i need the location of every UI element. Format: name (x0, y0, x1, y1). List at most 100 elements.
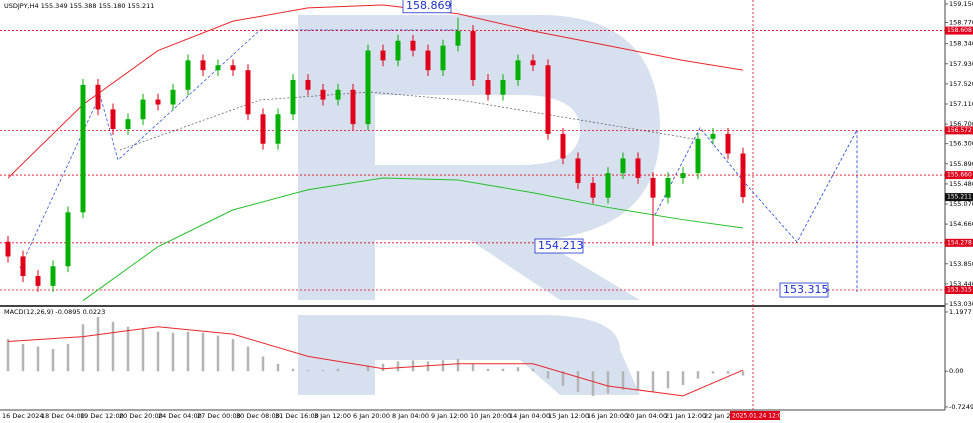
y-tick-label: 154.660 (949, 220, 973, 228)
x-tick-label: 31 Dec 16:00 (275, 412, 319, 420)
annotation-box (402, 0, 452, 14)
x-tick-label: 20 Dec 20:00 (119, 412, 163, 420)
y-tick-label: 159.150 (949, 0, 973, 8)
y-tick-label: 157.110 (949, 100, 973, 108)
x-tick-label: 18 Dec 04:00 (41, 412, 85, 420)
candle-body (440, 45, 446, 71)
candle-body (20, 256, 26, 277)
forecast-line (654, 127, 858, 292)
y-tick-label: 156.300 (949, 140, 973, 148)
x-tick-label: 19 Dec 12:00 (80, 412, 124, 420)
annotation-box (534, 238, 584, 254)
x-tick-label: 15 Jan 12:00 (548, 412, 589, 420)
candle-body (110, 109, 116, 129)
candle-body (365, 50, 371, 125)
candle-body (425, 50, 431, 71)
y-tick-label: 153.850 (949, 260, 973, 268)
price-level-label: 156.572 (947, 127, 972, 134)
price-level-label: 158.608 (947, 27, 972, 34)
candle-body (170, 89, 176, 105)
moving-average (7, 4, 744, 179)
macd-label: MACD(12,26,9) -0.0895 0.0223 (4, 308, 105, 316)
annotation-label: 158.869 (406, 0, 452, 12)
price-level-box (945, 286, 973, 295)
macd-tick-label: 0.00 (949, 367, 963, 375)
candle-body (680, 173, 686, 179)
candle-body (395, 40, 401, 61)
candle-body (200, 60, 206, 71)
current-price-label: 155.211 (947, 194, 972, 201)
chart-header: USDJPY,H4 155.349 155.388 155.180 155.21… (4, 2, 154, 10)
candle-body (65, 212, 71, 267)
candle-body (470, 30, 476, 80)
candle-body (140, 99, 146, 120)
y-tick-label: 156.700 (949, 120, 973, 128)
candle-body (230, 65, 236, 71)
current-price-box (945, 193, 973, 202)
candle-body (80, 84, 86, 213)
y-tick-label: 153.440 (949, 280, 973, 288)
candle-body (50, 266, 56, 286)
y-tick-label: 155.480 (949, 180, 973, 188)
price-level-box (945, 238, 973, 247)
candle-body (710, 133, 716, 139)
price-level-box (945, 126, 973, 135)
candle-body (695, 138, 701, 174)
cursor-time-label: 2025.01.24 12:00 (732, 413, 786, 420)
macd-tick-label: -0.7249 (949, 403, 973, 411)
candle-body (590, 182, 596, 198)
x-tick-label: 20 Jan 04:00 (626, 412, 667, 420)
candle-body (155, 99, 161, 105)
candle-body (560, 133, 566, 159)
y-tick-label: 158.770 (949, 19, 973, 27)
x-tick-label: 3 Jan 12:00 (314, 412, 351, 420)
candle-body (665, 178, 671, 198)
candle-body (305, 79, 311, 90)
x-tick-label: 22 Jan 20:00 (704, 412, 745, 420)
price-level-label: 155.660 (947, 172, 972, 179)
watermark (298, 15, 660, 395)
price-level-box (945, 171, 973, 180)
x-tick-label: 21 Jan 12:00 (665, 412, 706, 420)
candle-body (515, 60, 521, 80)
candle-body (380, 50, 386, 61)
candle-body (530, 60, 536, 66)
candle-body (725, 133, 731, 154)
candle-body (185, 60, 191, 90)
candle-body (650, 178, 656, 198)
y-tick-label: 158.340 (949, 40, 973, 48)
y-tick-label: 155.070 (949, 200, 973, 208)
x-tick-label: 9 Jan 12:00 (431, 412, 468, 420)
candle-body (5, 241, 11, 257)
macd-tick-label: 1.1977 (949, 308, 972, 316)
x-tick-label: 8 Jan 04:00 (392, 412, 429, 420)
x-tick-label: 24 Dec 04:00 (158, 412, 202, 420)
annotation-label: 153.315 (783, 283, 829, 296)
x-tick-label: 16 Dec 2024 (2, 412, 44, 420)
price-level-box (945, 26, 973, 35)
x-tick-label: 14 Jan 04:00 (509, 412, 550, 420)
x-tick-label: 10 Jan 20:00 (470, 412, 511, 420)
trend-line (19, 29, 261, 269)
x-tick-label: 30 Dec 08:00 (236, 412, 280, 420)
y-tick-label: 153.030 (949, 300, 973, 308)
candle-body (35, 276, 41, 286)
annotation-box (779, 282, 829, 298)
candle-body (575, 158, 581, 183)
candle-body (350, 89, 356, 125)
candle-body (455, 30, 461, 46)
candle-body (740, 153, 746, 198)
logo-shape (298, 15, 660, 300)
cursor-time-box (730, 411, 780, 420)
candle-body (290, 79, 296, 115)
candle-body (95, 84, 101, 110)
price-level-label: 153.315 (947, 287, 972, 294)
candle-body (410, 40, 416, 51)
candle-body (275, 114, 281, 144)
x-tick-label: 16 Jan 20:00 (587, 412, 628, 420)
candle-body (620, 158, 626, 174)
candle-body (125, 119, 131, 129)
x-tick-label: 27 Dec 00:00 (197, 412, 241, 420)
moving-average (82, 177, 744, 301)
candle-body (545, 65, 551, 134)
